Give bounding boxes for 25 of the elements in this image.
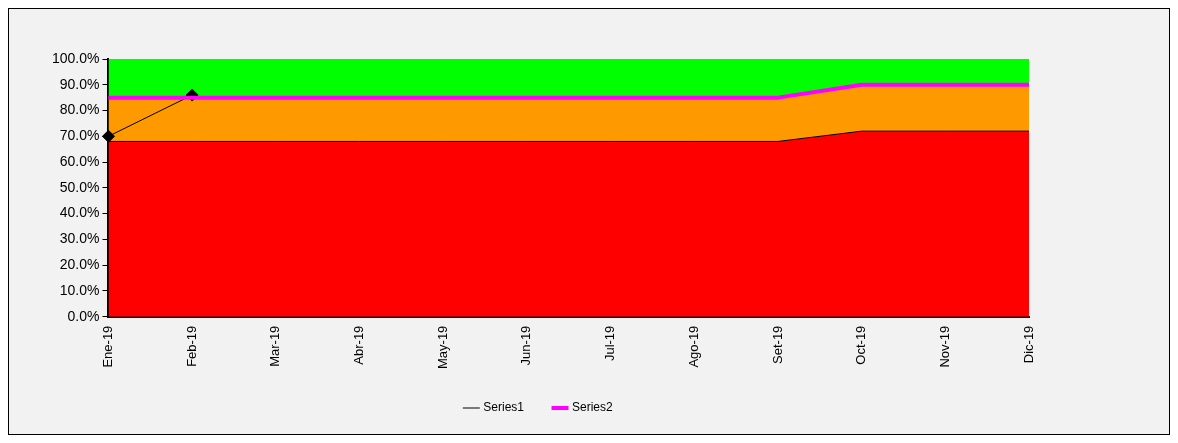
x-tick-label: Ago-19 xyxy=(685,325,701,368)
legend-label: Series1 xyxy=(483,400,525,415)
x-tick-label: Dic-19 xyxy=(1020,325,1036,364)
legend-label: Series2 xyxy=(572,400,614,415)
x-tick-label: May-19 xyxy=(434,325,450,370)
y-tick-label: 80.0% xyxy=(59,101,100,118)
y-tick-label: 20.0% xyxy=(59,255,100,272)
y-tick-label: 30.0% xyxy=(59,230,100,247)
y-tick-label: 40.0% xyxy=(59,204,100,221)
y-tick-label: 0.0% xyxy=(67,307,100,324)
x-tick-label: Oct-19 xyxy=(853,325,869,365)
x-tick-label: Ene-19 xyxy=(100,325,116,368)
x-tick-label: Abr-19 xyxy=(351,325,367,365)
y-tick-label: 10.0% xyxy=(59,281,100,298)
x-tick-label: Set-19 xyxy=(769,325,785,364)
y-tick-label: 100.0% xyxy=(52,49,100,66)
x-tick-label: Jun-19 xyxy=(518,325,534,366)
y-tick-label: 90.0% xyxy=(59,75,100,92)
y-tick-label: 70.0% xyxy=(59,127,100,144)
y-tick-label: 60.0% xyxy=(59,152,100,169)
x-tick-label: Jul-19 xyxy=(602,325,618,362)
x-tick-label: Mar-19 xyxy=(267,325,283,367)
x-tick-label: Nov-19 xyxy=(936,325,952,368)
x-tick-label: Feb-19 xyxy=(183,325,199,367)
y-tick-label: 50.0% xyxy=(59,178,100,195)
